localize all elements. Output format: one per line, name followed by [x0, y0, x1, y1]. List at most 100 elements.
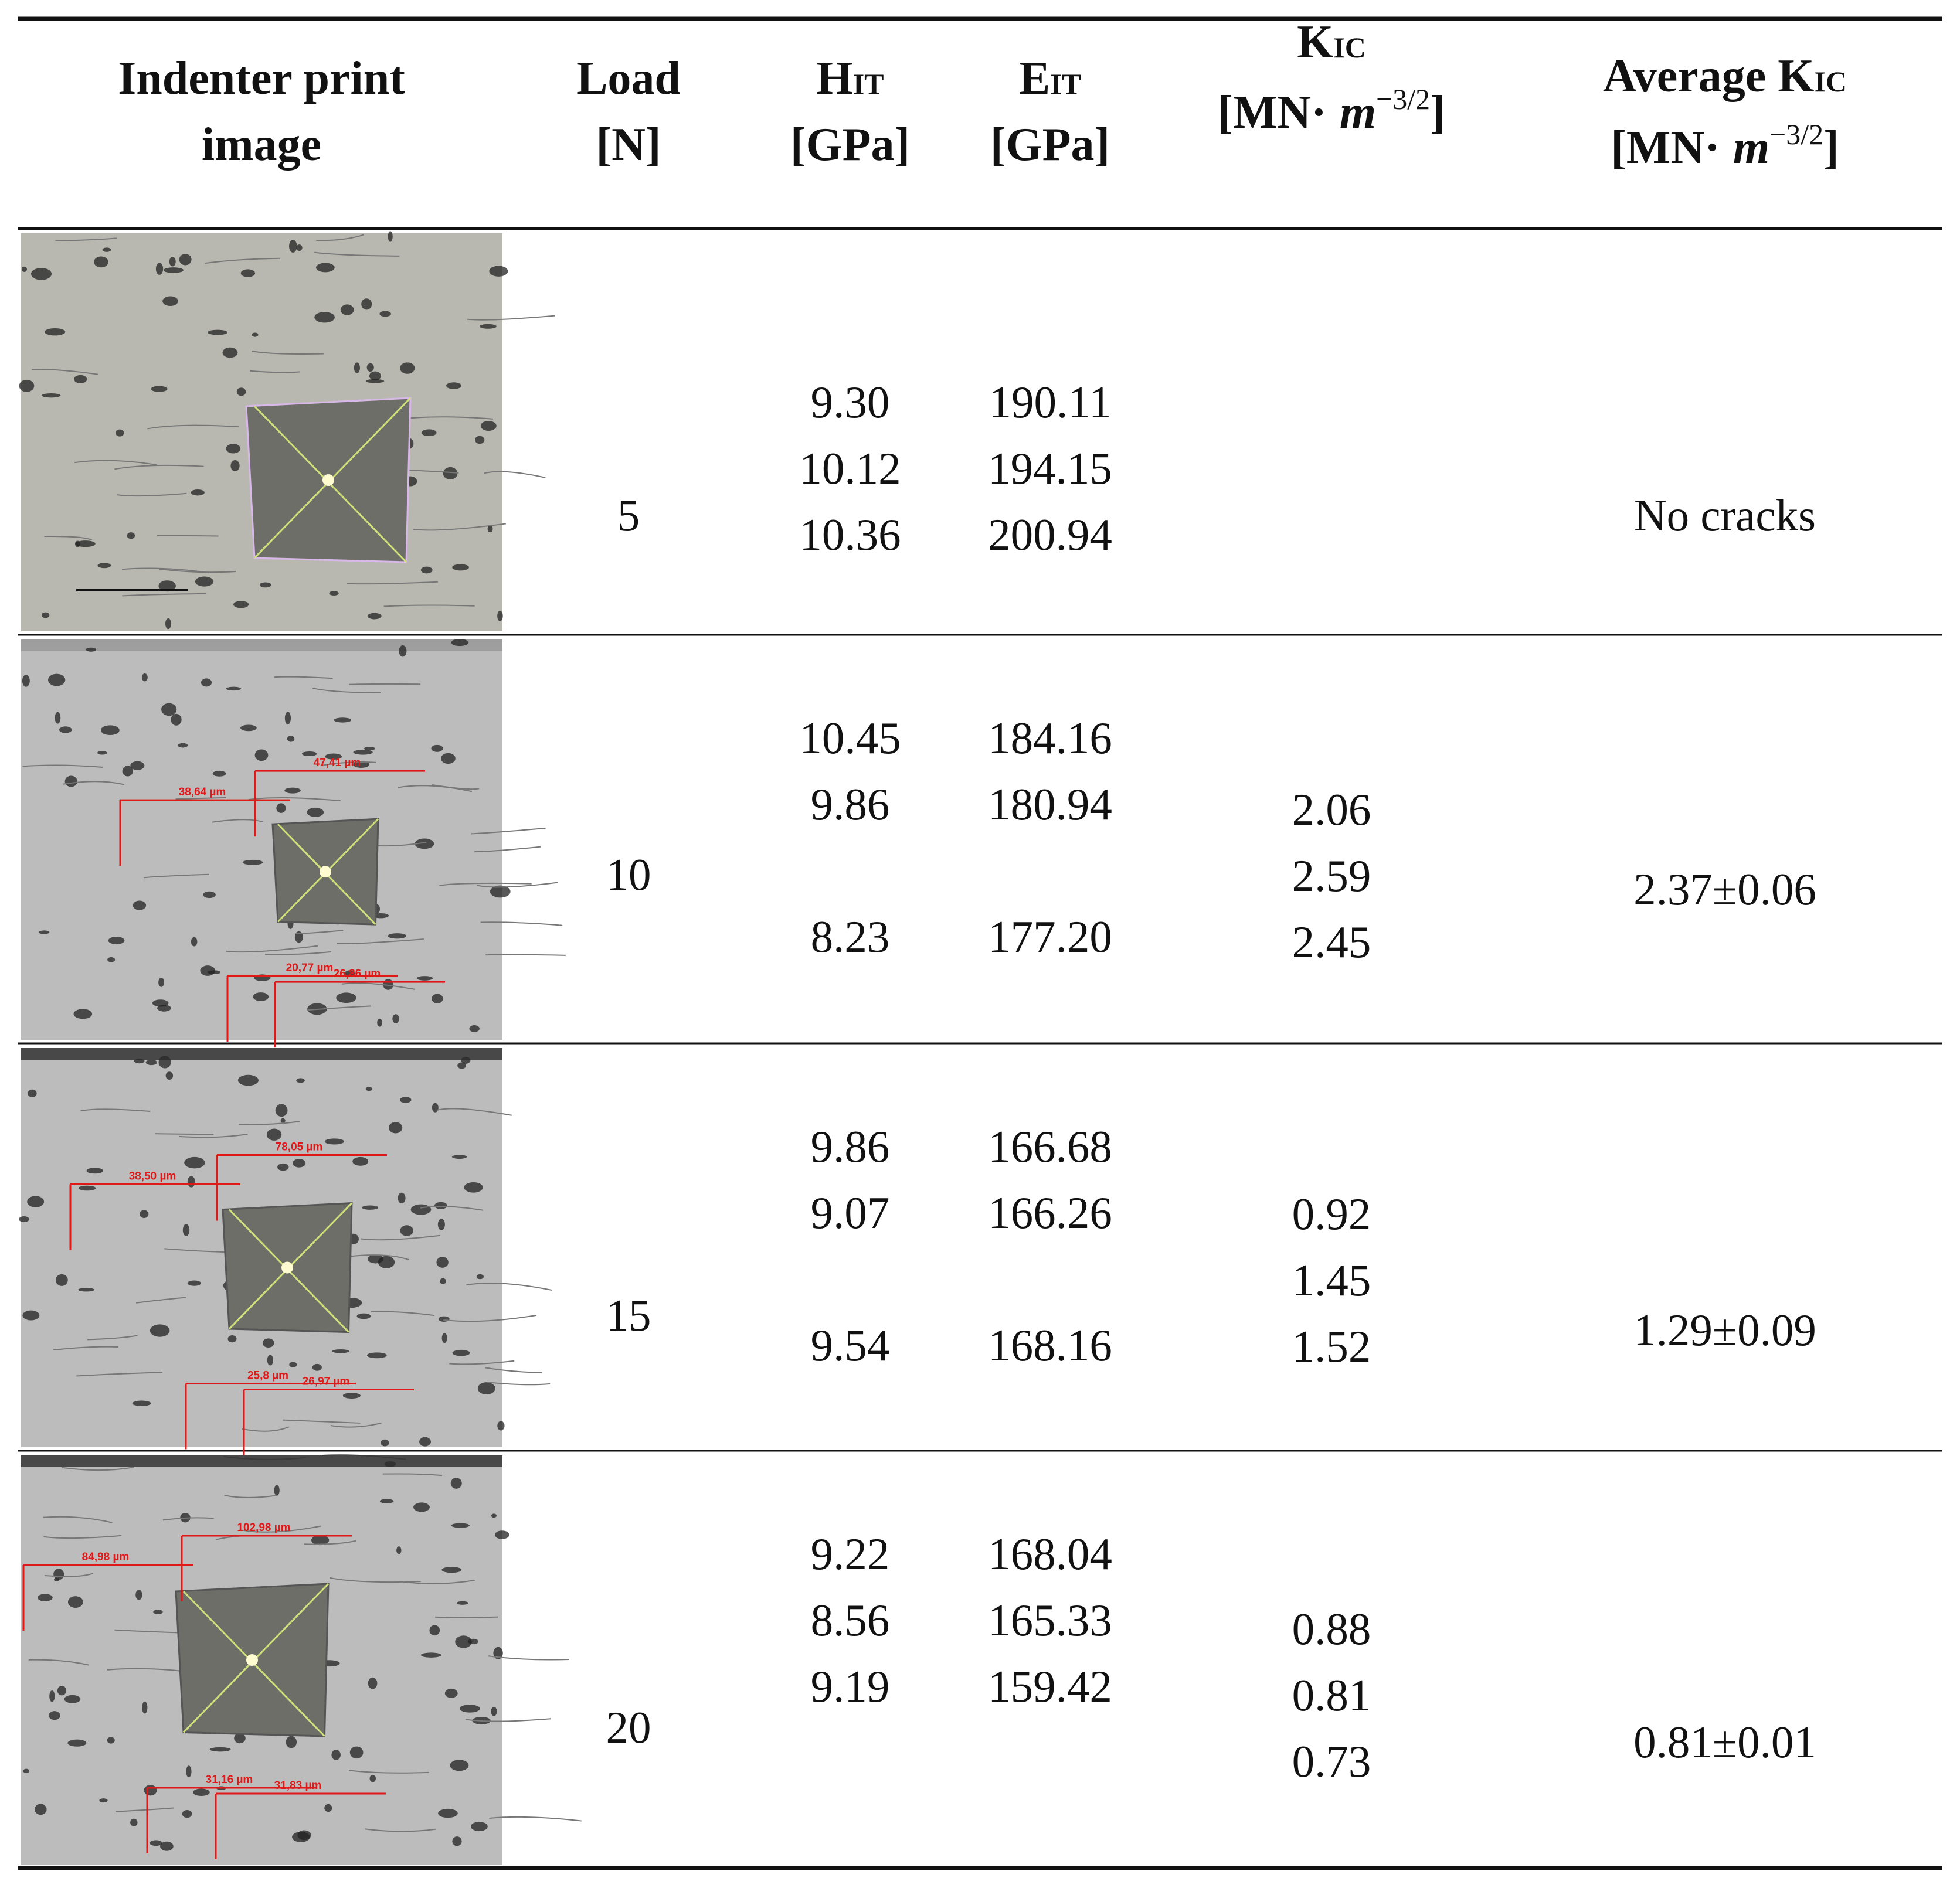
- pore: [49, 1690, 55, 1702]
- crack-line: [43, 1516, 113, 1523]
- pore: [145, 1059, 157, 1066]
- pore: [59, 726, 72, 733]
- measure-label: 38,64 µm: [179, 786, 226, 798]
- pore: [415, 838, 434, 849]
- pore: [262, 1338, 274, 1348]
- pore: [480, 421, 497, 431]
- pore: [491, 1706, 497, 1716]
- crack-line: [265, 951, 331, 955]
- indent-center: [246, 1654, 258, 1666]
- pore: [64, 775, 77, 787]
- dark-edge: [21, 1048, 502, 1060]
- pore: [378, 1256, 395, 1268]
- crack-line: [474, 846, 541, 853]
- pore: [165, 1071, 174, 1080]
- hit-cell: 8.23: [811, 911, 890, 962]
- pore: [259, 582, 271, 588]
- header-unit: [GPa]: [790, 119, 910, 171]
- hit-cell: 10.12: [799, 443, 901, 494]
- crack-line: [87, 1335, 138, 1341]
- pore: [222, 347, 238, 358]
- average-cell: No cracks: [1634, 490, 1816, 540]
- pore: [234, 1733, 246, 1744]
- pore: [450, 1760, 469, 1771]
- eit-cell: 166.68: [988, 1121, 1112, 1172]
- pore: [421, 429, 437, 437]
- pore: [334, 717, 352, 723]
- pore: [293, 1159, 306, 1168]
- pore: [497, 610, 503, 621]
- pore: [38, 930, 50, 934]
- pore: [41, 612, 50, 618]
- pore: [49, 1711, 60, 1720]
- crack-line: [28, 1659, 90, 1666]
- pore: [97, 751, 107, 755]
- pore: [491, 1513, 497, 1518]
- measure-label: 26,86 µm: [334, 968, 381, 980]
- pore: [37, 1594, 53, 1601]
- pore: [253, 992, 269, 1001]
- indent-center: [281, 1261, 293, 1274]
- header-text: [N]: [596, 119, 661, 171]
- pore: [287, 736, 295, 742]
- pore: [130, 1818, 138, 1826]
- average-cell: 0.81±0.01: [1633, 1717, 1816, 1767]
- pore: [240, 269, 256, 277]
- measure-label: 31,83 µm: [274, 1780, 322, 1792]
- pore: [372, 913, 389, 919]
- pore: [158, 978, 165, 987]
- pore: [42, 393, 61, 398]
- pore: [140, 1210, 149, 1219]
- crack-line: [212, 819, 263, 823]
- measure-label: 38,50 µm: [129, 1171, 176, 1183]
- pore: [495, 1530, 509, 1539]
- crack-line: [76, 1372, 163, 1377]
- pore: [134, 1059, 145, 1064]
- pore: [226, 686, 242, 691]
- indent-center: [320, 866, 331, 878]
- pore: [242, 859, 263, 865]
- unit-prefix: [MN·: [1217, 87, 1327, 138]
- crack-line: [403, 1579, 475, 1584]
- pore: [116, 429, 124, 437]
- header-text: Load: [576, 53, 681, 104]
- load-cell: 15: [606, 1290, 651, 1341]
- header-symbol: E: [1019, 53, 1050, 104]
- pore: [30, 268, 52, 280]
- pore: [497, 1421, 505, 1431]
- dark-edge: [21, 1455, 502, 1467]
- pore: [252, 332, 259, 337]
- pore: [266, 1128, 282, 1141]
- crack-line: [413, 523, 507, 531]
- crack-line: [239, 1121, 300, 1125]
- pore: [457, 1062, 467, 1069]
- crack-line: [304, 1540, 356, 1545]
- kic-cell: 2.59: [1292, 851, 1371, 901]
- pore: [94, 256, 108, 268]
- header-text: EIT: [1019, 53, 1081, 104]
- pore: [27, 1196, 45, 1207]
- crack-line: [144, 873, 210, 879]
- pore: [171, 713, 182, 726]
- indenter-image: 78,05 µm 38,50 µm 25,8 µm 26,97 µm: [19, 1048, 552, 1455]
- hit-cell: 10.45: [799, 713, 901, 763]
- pore: [301, 751, 317, 757]
- crack-line: [282, 1419, 361, 1424]
- pore: [161, 703, 177, 716]
- eit-cell: 165.33: [988, 1595, 1112, 1645]
- pore: [141, 673, 148, 682]
- crack-line: [117, 492, 187, 497]
- pore: [276, 803, 286, 813]
- pore: [55, 712, 61, 724]
- pore: [289, 1362, 297, 1367]
- header-text: Indenter print: [118, 53, 405, 104]
- pore: [459, 1705, 480, 1713]
- pore: [296, 1078, 305, 1083]
- pore: [209, 1747, 231, 1752]
- pore: [479, 324, 497, 329]
- indenter-image: [19, 231, 555, 631]
- pore: [446, 382, 462, 389]
- pore: [396, 1546, 402, 1554]
- pore: [452, 1836, 462, 1846]
- crack-line: [485, 1367, 542, 1373]
